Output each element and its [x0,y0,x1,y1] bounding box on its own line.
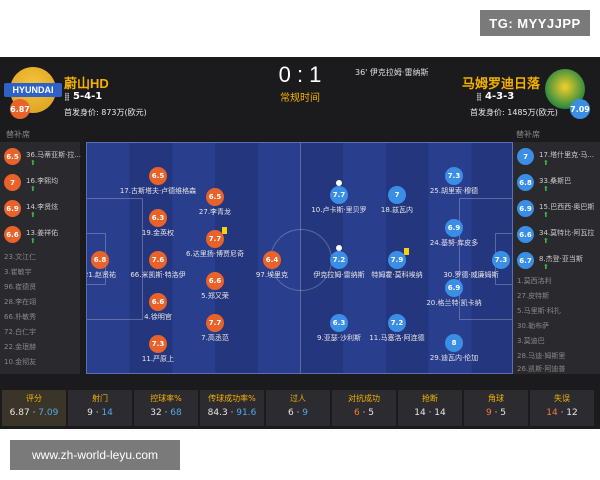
match-status: 常规时间 [280,93,320,104]
bench-player[interactable]: 6.7 8.杰登·亚当斯 ⬆ [513,250,593,271]
goal-event: 36' 伊克拉姆·雷纳斯 [355,68,429,77]
home-bench-title: 替补席 [6,130,30,139]
bench-player[interactable]: 96.崔德贤 [4,283,37,291]
bench-player[interactable]: 6.6 13.姜祥佑 ⬆ [0,224,80,245]
away-bench-title: 替补席 [516,130,540,139]
stat-cell[interactable]: 评分 6.87 · 7.09 [2,390,66,426]
away-formation: ⣿ 4-3-3 [476,91,515,102]
pitch: 6.8 21.赵贤祐 6.5 17.古斯塔夫·卢德维格森 6.3 19.金英权 … [86,142,513,374]
bench-player[interactable]: 7 16.李熙均 ⬆ [0,172,80,193]
bottom-watermark: www.zh-world-leyu.com [10,440,180,470]
bench-player[interactable]: 6.9 15.巴西西·奥巴斯 ⬆ [513,198,594,219]
bench-player[interactable]: 30.勒布萨 [517,322,550,330]
bench-player[interactable]: 6.8 33.桑斯巴 ⬆ [513,172,593,193]
yellow-card-icon [404,248,409,255]
bench-player[interactable]: 7 17.塔什里克·马... ⬆ [513,146,594,167]
bench-player[interactable]: 27.皮特斯 [517,292,550,300]
sub-in-arrow-icon: ⬆ [30,211,36,219]
home-formation: ⣿ 5-4-1 [64,91,103,102]
home-logo-text: HYUNDAI [4,83,62,97]
sub-in-arrow-icon: ⬆ [543,185,549,193]
stats-bar: 评分 6.87 · 7.09 射门 9 · 14 控球率% 32 · 68 传球… [0,387,600,429]
stat-cell[interactable]: 角球 9 · 5 [464,390,528,426]
formation-icon: ⣿ [476,92,486,101]
stat-cell[interactable]: 控球率% 32 · 68 [134,390,198,426]
home-penalty-box [87,198,143,320]
sub-in-arrow-icon: ⬆ [543,159,549,167]
away-team-name[interactable]: 马姆罗迪日落 [462,76,541,91]
bench-player[interactable]: 1.莫西洛利 [517,277,552,285]
bench-player[interactable]: 22.金珉赫 [4,343,37,351]
away-team-rating: 7.09 [570,99,590,119]
stat-cell[interactable]: 抢断 14 · 14 [398,390,462,426]
bench-player[interactable]: 5.马里斯·科扎 [517,307,561,315]
match-score: 0 : 1 [278,62,322,87]
bench-player[interactable]: 3.莫迪巴 [517,337,545,345]
home-team-value: 首发身价: 873万(欧元) [64,108,147,117]
home-bench: 6.5 36.马蒂亚斯·拉... ⬆ 7 16.李熙均 ⬆ 6.9 14.李贤炫… [0,142,81,374]
stat-cell[interactable]: 对抗成功 6 · 5 [332,390,396,426]
bench-player[interactable]: 6.9 14.李贤炫 ⬆ [0,198,80,219]
bench-player[interactable]: 10.金彻友 [4,358,37,366]
formation-icon: ⣿ [64,92,74,101]
sub-in-arrow-icon: ⬆ [543,211,549,219]
away-penalty-box [459,198,512,320]
top-watermark: TG: MYYJJPP [480,10,590,36]
bench-player[interactable]: 66.朴敏秀 [4,313,37,321]
away-team-value: 首发身价: 1485万(欧元) [470,108,558,117]
yellow-card-icon [222,227,227,234]
sub-in-arrow-icon: ⬆ [30,159,36,167]
stat-cell[interactable]: 失误 14 · 12 [530,390,594,426]
bench-player[interactable]: 72.白仁宇 [4,328,37,336]
bench-player[interactable]: 3.崔敏宇 [4,268,32,276]
match-panel: HYUNDAI 6.87 蔚山HD ⣿ 5-4-1 首发身价: 873万(欧元)… [0,57,600,429]
bench-player[interactable]: 6.5 36.马蒂亚斯·拉... ⬆ [0,146,81,167]
match-header: HYUNDAI 6.87 蔚山HD ⣿ 5-4-1 首发身价: 873万(欧元)… [0,57,600,129]
bench-player[interactable]: 23.文江仁 [4,253,37,261]
stat-cell[interactable]: 传球成功率% 84.3 · 91.6 [200,390,264,426]
football-icon [336,180,342,186]
sub-in-arrow-icon: ⬆ [30,185,36,193]
stat-cell[interactable]: 过人 6 · 9 [266,390,330,426]
home-team-name[interactable]: 蔚山HD [64,76,109,91]
bench-player[interactable]: 6.6 34.莫特比·阿瓦拉 ⬆ [513,224,594,245]
bench-player[interactable]: 26.凯斯·阿迪普 [517,365,566,373]
sub-in-arrow-icon: ⬆ [543,237,549,245]
stat-cell[interactable]: 射门 9 · 14 [68,390,132,426]
football-icon [336,245,342,251]
home-team-rating: 6.87 [10,99,30,119]
sub-in-arrow-icon: ⬆ [30,237,36,245]
sub-in-arrow-icon: ⬆ [543,263,549,271]
away-bench: 7 17.塔什里克·马... ⬆ 6.8 33.桑斯巴 ⬆ 6.9 15.巴西西… [513,142,600,374]
bench-player[interactable]: 28.马迪·姆斯里 [517,352,566,360]
bench-player[interactable]: 28.李在翊 [4,298,37,306]
